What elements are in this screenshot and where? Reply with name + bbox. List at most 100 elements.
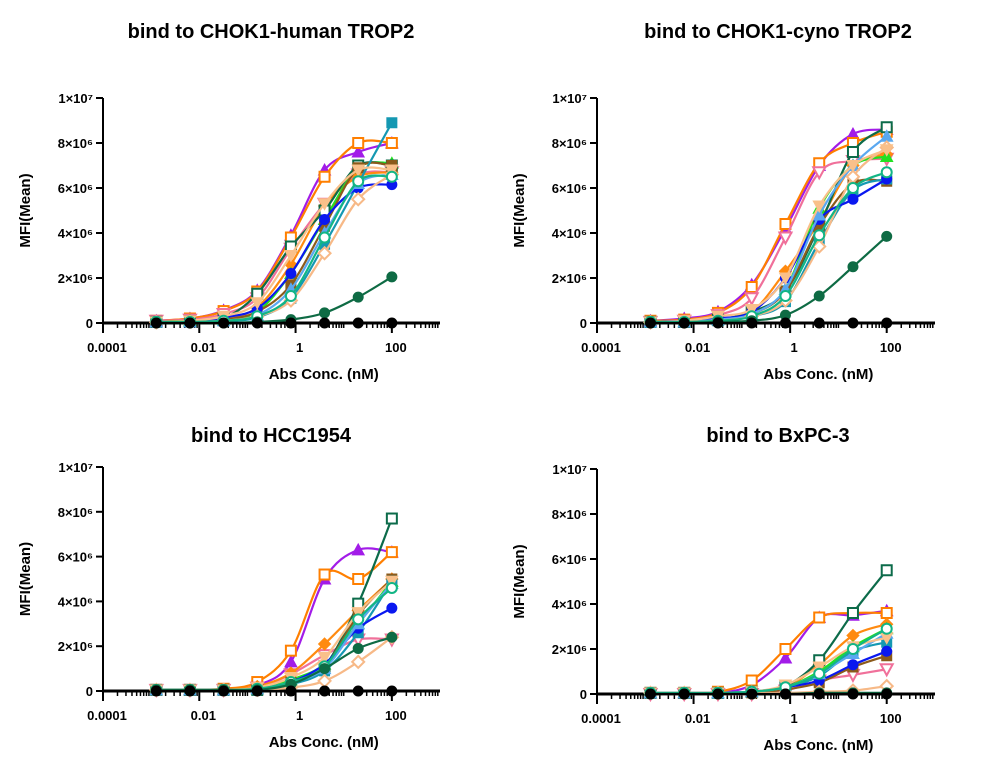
y-tick-label: 4×10⁶ [58,594,93,609]
y-tick-label: 8×10⁶ [58,505,93,520]
data-point-circle [385,170,398,183]
data-point-square [385,137,398,149]
data-point-circle [352,175,365,188]
data-point-circle [880,622,893,635]
data-point-circle [846,643,859,655]
data-point-triangle-down [777,231,794,246]
data-point-circle [712,317,724,329]
series-8 [150,575,398,696]
y-tick-label: 2×10⁶ [552,642,587,657]
y-tick-label: 8×10⁶ [552,507,587,522]
series-15 [644,688,893,700]
series-6 [644,121,893,328]
data-point-circle [746,317,758,329]
data-point-circle [847,659,859,671]
data-point-circle [813,290,825,302]
data-point-triangle-up [351,542,366,556]
data-point-circle [678,317,690,329]
y-tick-label: 8×10⁶ [58,136,93,151]
y-axis-label: MFI(Mean) [17,173,34,247]
data-point-circle [251,685,263,697]
y-tick-label: 0 [580,687,587,702]
data-point-square [352,137,365,149]
data-point-circle [881,230,893,242]
y-tick-label: 1×10⁷ [58,91,93,106]
x-axis-label: Abs Conc. (nM) [763,737,873,754]
data-point-triangle-down [284,250,298,263]
y-tick-label: 4×10⁶ [552,597,587,612]
data-point-square [745,281,758,293]
data-point-circle [285,268,297,279]
x-tick-label: 1 [296,708,303,723]
chart-panel-2: bind to CHOK1-cyno TROP2 Abs Conc. (nM) MF… [511,21,935,383]
data-point-square [745,674,758,687]
data-point-circle [319,663,331,675]
data-point-circle [847,688,859,700]
data-point-triangle-down [351,164,366,178]
data-point-diamond [317,673,332,689]
chart-panel-3: bind to HCC1954 Abs Conc. (nM) MFI(Mean) 0.… [17,425,440,751]
x-tick-label: 1 [791,711,798,726]
data-point-square [318,170,331,183]
data-point-circle [319,307,331,319]
y-axis-label: MFI(Mean) [17,542,34,616]
data-point-triangle-down [351,607,366,620]
data-point-circle [184,685,196,697]
data-point-triangle-up [812,207,827,221]
x-axis-label: Abs Conc. (nM) [269,366,379,383]
x-tick-label: 100 [385,708,407,723]
data-point-circle [352,291,364,303]
y-tick-label: 6×10⁶ [58,181,93,196]
data-point-triangle-down [812,661,827,675]
data-point-circle [352,642,364,654]
data-point-circle [386,271,398,283]
data-point-circle [813,229,826,242]
x-tick-label: 100 [880,340,902,355]
data-point-square [352,573,365,585]
x-tick-label: 100 [385,340,407,355]
series-13 [644,166,893,328]
x-tick-label: 0.0001 [87,340,127,355]
y-tick-label: 1×10⁷ [552,462,587,477]
series-14 [644,230,893,329]
data-point-triangle-down [811,166,827,181]
data-point-circle [813,317,825,329]
data-point-square [284,644,297,657]
y-tick-label: 6×10⁶ [552,552,587,567]
data-point-circle [352,613,365,626]
data-point-circle [285,317,297,329]
data-point-square [318,568,331,581]
data-point-triangle-up [351,144,366,158]
y-tick-label: 4×10⁶ [552,226,587,241]
data-point-circle [881,317,893,329]
data-point-circle [352,317,364,329]
data-point-square [779,643,792,655]
data-point-circle [386,317,398,329]
chart-title: bind to CHOK1-human TROP2 [128,21,415,43]
data-point-circle [779,290,792,302]
data-point-triangle-down [317,651,332,665]
data-point-diamond [350,654,366,670]
data-point-circle [385,581,398,594]
data-point-circle [150,317,162,329]
data-point-circle [881,688,893,700]
y-tick-label: 1×10⁷ [58,460,93,475]
data-point-circle [746,688,758,700]
data-point-circle [712,688,724,700]
data-point-circle [284,290,297,302]
series-6 [150,512,398,696]
y-tick-label: 4×10⁶ [58,226,93,241]
data-point-circle [644,317,656,329]
data-point-triangle-up [778,650,793,664]
x-tick-label: 0.01 [685,340,710,355]
x-tick-label: 1 [791,340,798,355]
data-point-triangle-down [385,164,399,178]
data-point-triangle-down [250,297,265,310]
y-axis-label: MFI(Mean) [511,173,528,247]
y-tick-label: 6×10⁶ [552,181,587,196]
data-point-circle [813,688,825,700]
data-point-square [386,117,398,129]
data-point-circle [880,166,893,179]
data-point-circle [218,685,230,697]
